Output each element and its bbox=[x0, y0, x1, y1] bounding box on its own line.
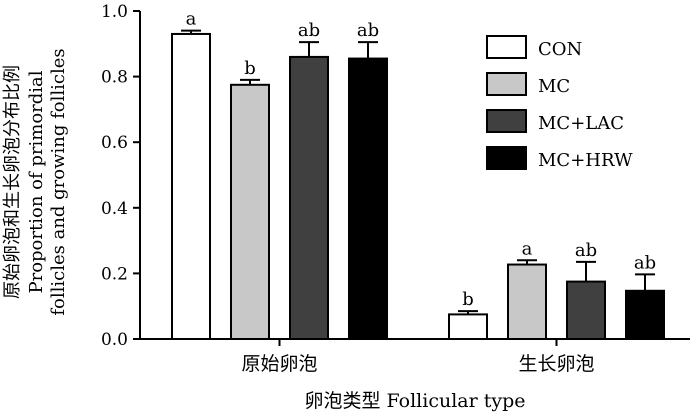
legend-swatch bbox=[486, 35, 527, 59]
significance-label: a bbox=[522, 238, 533, 259]
legend-swatch bbox=[486, 146, 527, 170]
bar bbox=[230, 83, 270, 340]
bar bbox=[348, 57, 388, 341]
x-category-label: 原始卵泡 bbox=[241, 353, 317, 375]
y-tick-label: 0.8 bbox=[101, 68, 128, 88]
bar bbox=[171, 32, 211, 341]
legend-swatch bbox=[486, 109, 527, 133]
chart-legend: CON MC MC+LAC MC+HRW bbox=[486, 35, 633, 171]
significance-label: ab bbox=[575, 240, 597, 261]
y-axis-title-line: Proportion of primordial bbox=[26, 70, 47, 293]
legend-label: CON bbox=[538, 39, 582, 60]
significance-label: ab bbox=[298, 20, 320, 41]
bar bbox=[625, 289, 665, 340]
y-tick-label: 0.6 bbox=[101, 133, 128, 153]
x-axis-title: 卵泡类型 Follicular type bbox=[304, 390, 525, 412]
significance-label: ab bbox=[357, 20, 379, 41]
bar bbox=[507, 263, 547, 341]
legend-label: MC+HRW bbox=[538, 150, 633, 171]
significance-label: b bbox=[244, 58, 256, 79]
significance-label: ab bbox=[634, 252, 656, 273]
legend-swatch bbox=[486, 72, 527, 96]
y-axis-title-line: follicles and growing follicles bbox=[48, 48, 69, 315]
significance-label: a bbox=[186, 9, 197, 30]
y-tick-label: 0.4 bbox=[101, 199, 128, 219]
chart-bars bbox=[171, 29, 665, 341]
y-tick-label: 0.0 bbox=[101, 330, 128, 350]
y-tick-label: 1.0 bbox=[101, 2, 128, 22]
significance-label: b bbox=[462, 289, 474, 310]
legend-label: MC bbox=[538, 76, 570, 97]
bar bbox=[566, 280, 606, 341]
y-axis-title-line: 原始卵泡和生长卵泡分布比例 bbox=[2, 65, 23, 299]
bar bbox=[289, 55, 329, 340]
x-category-label: 生长卵泡 bbox=[518, 353, 594, 375]
y-tick-label: 0.2 bbox=[101, 264, 128, 284]
legend-label: MC+LAC bbox=[538, 113, 624, 134]
bar bbox=[448, 313, 488, 340]
